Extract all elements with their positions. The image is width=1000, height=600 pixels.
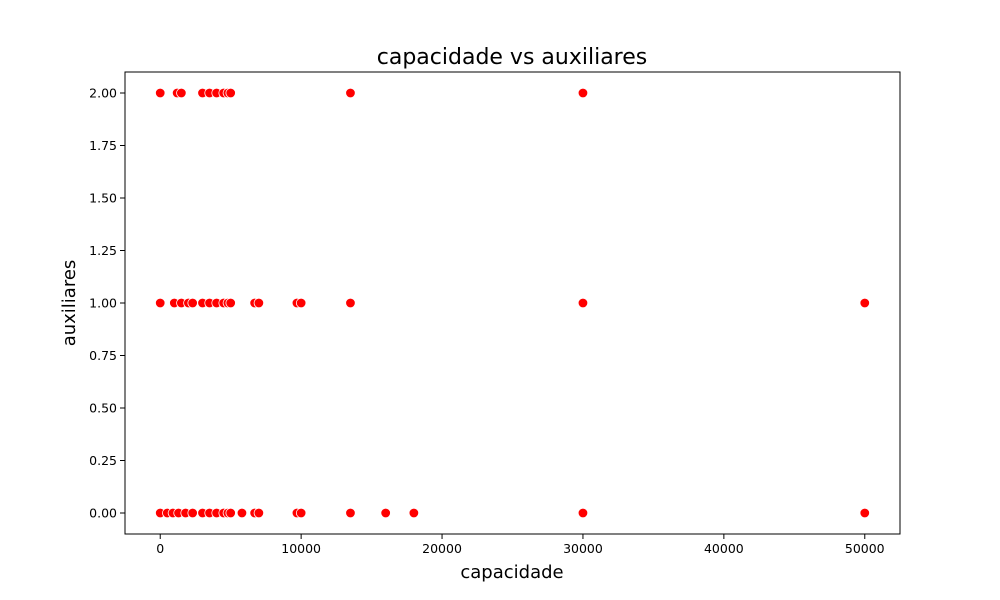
scatter-point	[236, 507, 248, 519]
scatter-point	[225, 507, 236, 519]
y-tick-label: 2.00	[89, 86, 117, 101]
y-tick-label: 0.75	[89, 348, 117, 363]
scatter-point	[253, 507, 265, 519]
scatter-point	[225, 87, 236, 99]
scatter-point	[380, 507, 391, 519]
scatter-point	[253, 297, 265, 309]
scatter-point	[577, 87, 589, 99]
x-axis-ticks: 0 10000 20000 30000 40000 50000	[156, 534, 885, 556]
x-tick-label: 50000	[845, 541, 885, 556]
plot-frame	[124, 71, 901, 535]
y-tick-label: 1.75	[89, 138, 117, 153]
scatter-point	[155, 87, 166, 99]
x-axis-title: capacidade	[460, 562, 563, 583]
y-tick-label: 0.00	[89, 506, 117, 521]
data-points	[155, 87, 870, 519]
scatter-point	[155, 297, 166, 309]
scatter-point	[859, 507, 870, 519]
y-tick-label: 1.25	[89, 243, 117, 258]
y-axis-title: auxiliares	[59, 260, 80, 347]
y-axis-ticks: 0.00 0.25 0.50 0.75 1.00 1.25 1.50 1.75 2.00	[89, 86, 125, 521]
y-tick-label: 0.25	[89, 453, 117, 468]
scatter-point	[345, 297, 356, 309]
scatter-point	[577, 297, 589, 309]
scatter-point	[408, 507, 420, 519]
scatter-point	[176, 87, 187, 99]
x-tick-label: 40000	[704, 541, 744, 556]
y-tick-label: 1.50	[89, 191, 117, 206]
scatter-point	[345, 507, 356, 519]
scatter-point	[345, 87, 356, 99]
scatter-point	[187, 297, 198, 309]
scatter-point	[295, 297, 307, 309]
x-tick-label: 10000	[281, 541, 321, 556]
scatter-point	[187, 507, 198, 519]
scatter-point	[225, 297, 236, 309]
y-tick-label: 0.50	[89, 401, 117, 416]
x-tick-label: 20000	[422, 541, 462, 556]
x-tick-label: 0	[156, 541, 164, 556]
x-tick-label: 30000	[563, 541, 603, 556]
chart-title: capacidade vs auxiliares	[377, 45, 647, 70]
scatter-point	[859, 297, 870, 309]
scatter-point	[577, 507, 589, 519]
y-tick-label: 1.00	[89, 296, 117, 311]
scatter-point	[295, 507, 307, 519]
